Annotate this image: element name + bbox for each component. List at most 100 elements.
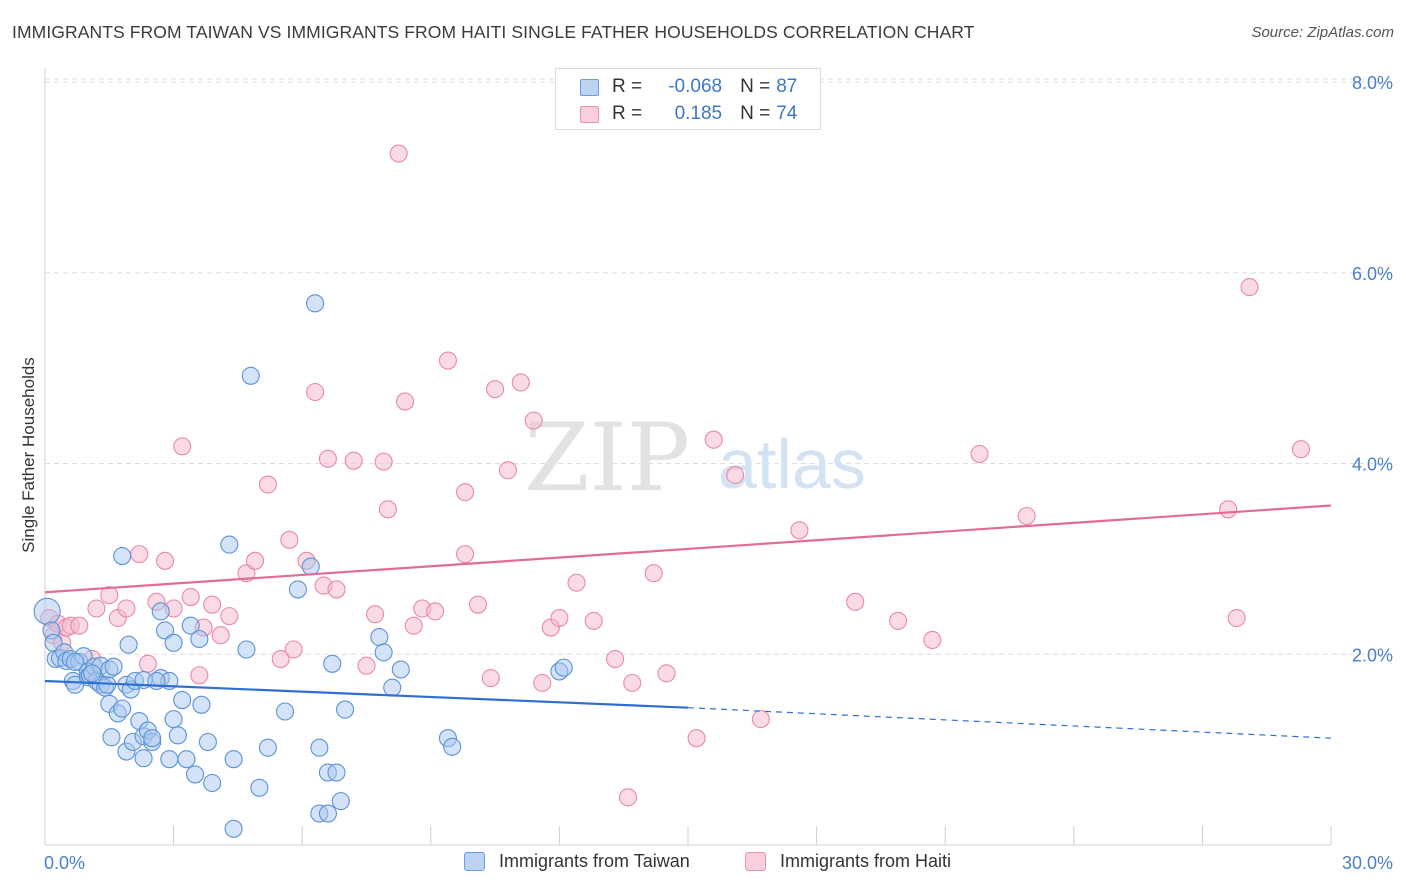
- haiti-point: [389, 144, 408, 163]
- haiti-point: [618, 788, 638, 807]
- taiwan-point: [250, 778, 269, 797]
- taiwan-point: [113, 546, 132, 566]
- haiti-point: [258, 475, 277, 494]
- haiti-point: [190, 666, 209, 685]
- taiwan-point: [134, 749, 153, 768]
- haiti-point: [138, 654, 157, 673]
- haiti-point: [644, 564, 663, 583]
- taiwan-point: [203, 773, 222, 793]
- haiti-point: [344, 451, 363, 470]
- haiti-point: [211, 626, 230, 645]
- taiwan-point: [33, 597, 61, 625]
- taiwan-point: [65, 652, 85, 671]
- haiti-point: [606, 649, 625, 669]
- haiti-point: [374, 452, 393, 471]
- haiti-point: [456, 545, 475, 564]
- haiti-point: [378, 500, 397, 519]
- haiti-point: [524, 411, 543, 430]
- haiti-point: [404, 616, 423, 635]
- taiwan-point: [185, 765, 205, 784]
- haiti-point: [173, 437, 192, 456]
- series-label-haiti: Immigrants from Haiti: [780, 851, 952, 871]
- taiwan-point: [288, 580, 307, 599]
- taiwan-point: [177, 750, 196, 769]
- haiti-point: [1017, 506, 1036, 526]
- haiti-point: [687, 729, 706, 748]
- haiti-point: [486, 380, 505, 399]
- haiti-point: [1291, 440, 1311, 459]
- taiwan-point: [83, 664, 102, 683]
- haiti-point: [1240, 278, 1259, 297]
- haiti-point: [1219, 500, 1238, 519]
- haiti-point: [923, 630, 942, 650]
- legend-swatch-taiwan: [580, 78, 599, 96]
- trend-lines: [44, 504, 1332, 739]
- taiwan-trend-line: [44, 679, 689, 709]
- legend-r-value: -0.068: [668, 76, 723, 97]
- haiti-point: [271, 649, 290, 669]
- watermark: ZIP atlas: [524, 404, 866, 513]
- taiwan-point: [220, 535, 239, 554]
- haiti-point: [567, 573, 586, 592]
- watermark-atlas: atlas: [718, 425, 866, 503]
- haiti-point: [623, 673, 642, 692]
- haiti-point: [203, 595, 222, 614]
- legend-n-value: 74: [776, 103, 798, 124]
- source-credit: Source: ZipAtlas.com: [1251, 24, 1394, 41]
- taiwan-point: [192, 695, 211, 714]
- haiti-point: [657, 664, 676, 683]
- taiwan-point: [241, 366, 260, 385]
- taiwan-point: [237, 640, 256, 659]
- haiti-point: [498, 461, 518, 480]
- legend-row-haiti: R = 0.185 N = 74: [580, 102, 798, 126]
- haiti-point: [456, 483, 475, 502]
- taiwan-point: [151, 602, 170, 621]
- taiwan-point: [383, 678, 402, 697]
- haiti-point: [533, 673, 552, 692]
- haiti-point: [426, 602, 445, 621]
- taiwan-point: [224, 750, 243, 769]
- legend-n-value: 87: [776, 76, 798, 97]
- taiwan-point: [173, 690, 192, 710]
- haiti-point: [306, 382, 325, 402]
- legend-r-label: R =: [612, 103, 643, 124]
- haiti-trend-line: [44, 504, 1332, 594]
- taiwan-points: [33, 294, 573, 838]
- taiwan-point: [198, 732, 217, 752]
- taiwan-point: [102, 728, 121, 747]
- taiwan-point: [331, 792, 350, 811]
- haiti-point: [245, 551, 265, 570]
- taiwan-point: [258, 738, 277, 757]
- x-tick-label: 0.0%: [44, 853, 85, 873]
- taiwan-point: [443, 737, 462, 756]
- haiti-point: [181, 587, 200, 607]
- taiwan-point: [301, 557, 320, 576]
- taiwan-point: [155, 621, 175, 640]
- series-swatch-taiwan: [464, 852, 485, 871]
- taiwan-point: [391, 660, 410, 679]
- haiti-point: [704, 430, 723, 449]
- haiti-point: [366, 605, 385, 624]
- taiwan-point: [554, 658, 573, 677]
- taiwan-point: [327, 763, 346, 782]
- axes: [44, 68, 1332, 846]
- taiwan-point: [164, 710, 183, 729]
- haiti-point: [970, 444, 989, 464]
- haiti-point: [790, 521, 809, 540]
- legend-r-label: R =: [612, 76, 643, 97]
- haiti-point: [396, 392, 415, 411]
- haiti-point: [726, 465, 745, 485]
- taiwan-point: [370, 628, 389, 647]
- series-label-taiwan: Immigrants from Taiwan: [499, 851, 690, 871]
- haiti-point: [327, 580, 346, 599]
- taiwan-point: [143, 729, 162, 748]
- legend-row-taiwan: R = -0.068 N = 87: [580, 75, 798, 99]
- haiti-point: [280, 530, 299, 549]
- taiwan-point: [374, 643, 393, 662]
- taiwan-point: [164, 633, 183, 652]
- haiti-point: [584, 611, 603, 630]
- taiwan-point: [168, 726, 187, 745]
- haiti-point: [550, 608, 569, 628]
- haiti-point: [438, 351, 457, 370]
